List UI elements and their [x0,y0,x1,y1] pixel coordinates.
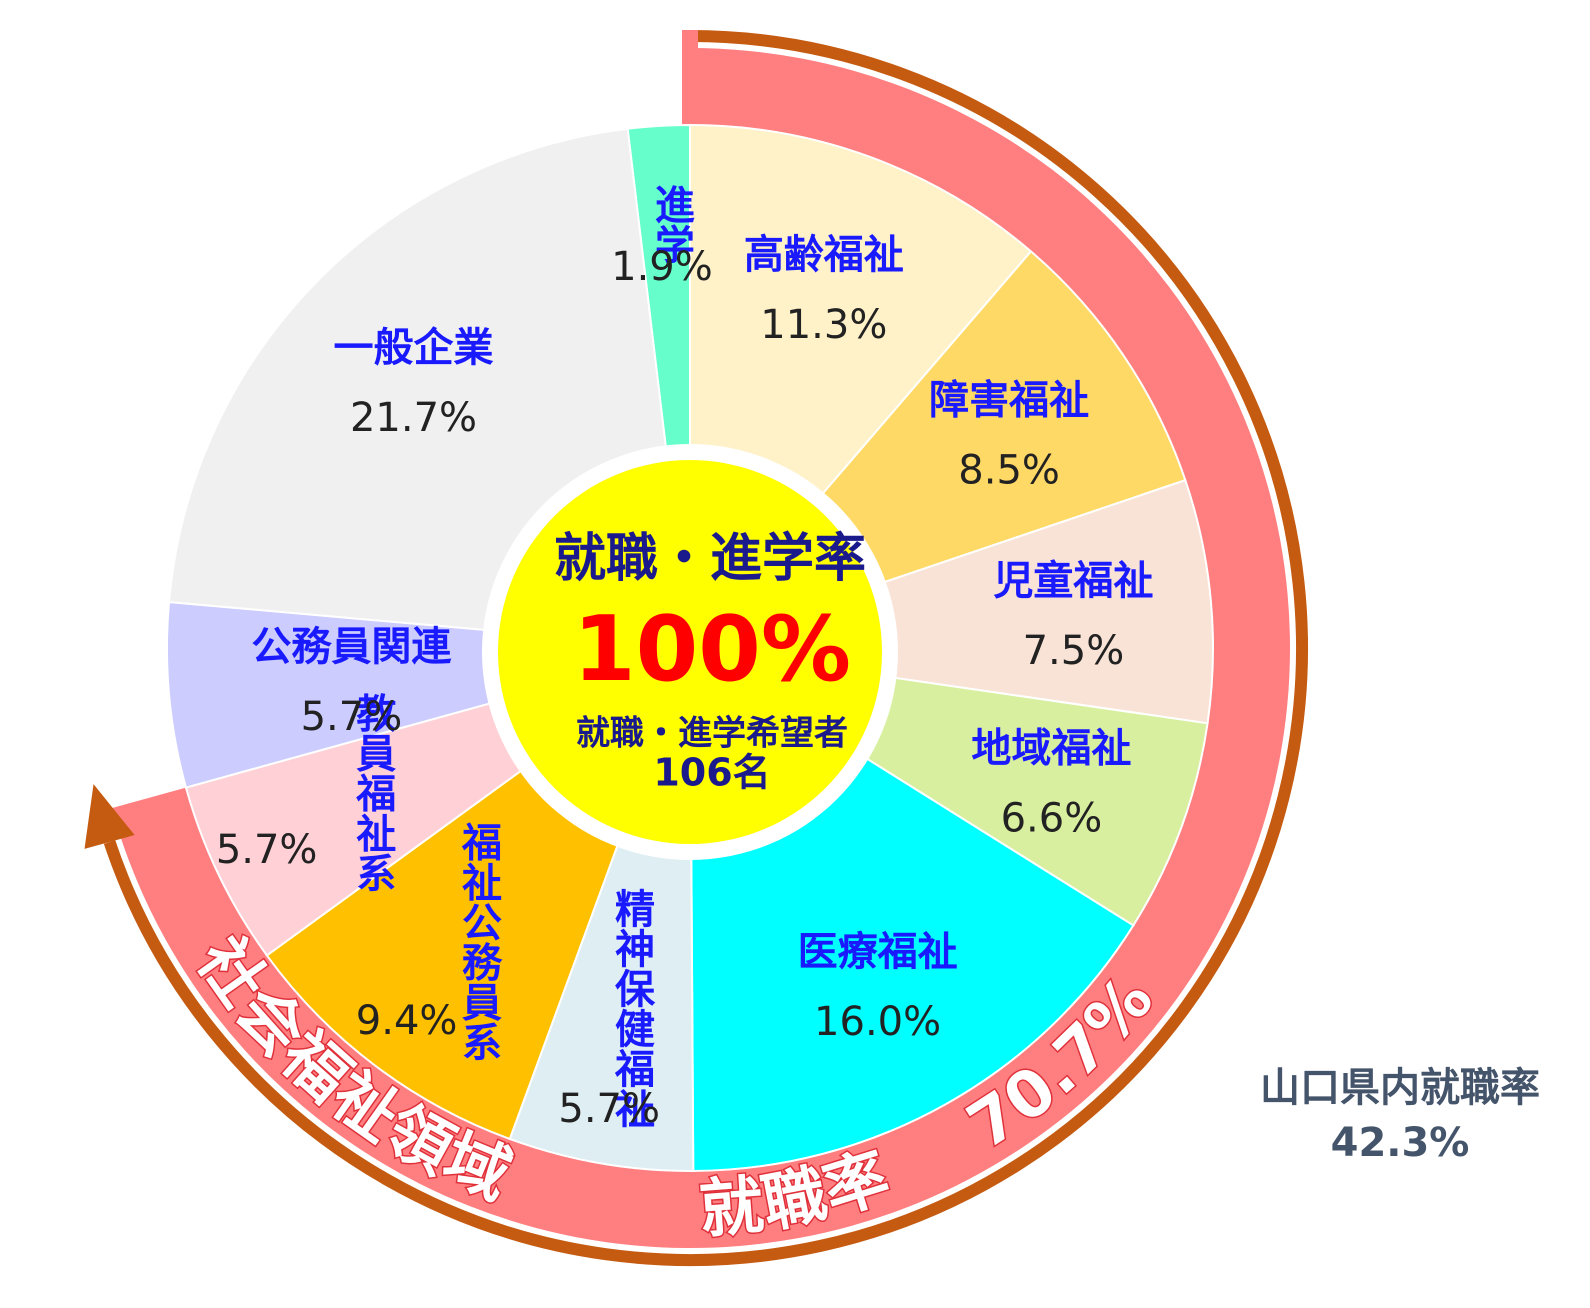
value-label: 16.0% [814,999,941,1045]
center-count: 106名 [653,751,770,795]
value-label: 8.5% [958,448,1060,494]
category-label: 医療福祉 [798,929,958,975]
value-label: 6.6% [1001,796,1103,842]
prefecture-label: 山口県内就職率 [1260,1065,1540,1111]
category-label: 進学 [648,184,695,264]
category-label: 高齢福祉 [744,232,904,278]
category-label: 地域福祉 [971,726,1131,772]
center-note: 就職・進学希望者 [576,714,848,754]
value-label: 5.7% [558,1086,660,1132]
value-label: 9.4% [356,998,458,1044]
arc-arrow [84,784,135,849]
arc-border [103,30,1308,1266]
center-disc [498,460,882,844]
category-label: 精神保健福祉 [608,888,656,1128]
category-label: 公務員関連 [251,624,452,670]
category-label: 福祉公務員系 [455,821,503,1061]
value-label: 5.7% [216,827,318,873]
category-label: 障害福祉 [929,378,1089,424]
value-label: 5.7% [301,694,403,740]
value-label: 7.5% [1023,628,1125,674]
category-label: 児童福祉 [993,558,1153,604]
category-label: 一般企業 [334,325,494,371]
center-value: 100% [573,597,851,702]
value-label: 11.3% [760,302,887,348]
value-label: 1.9% [611,244,713,290]
center-title: 就職・進学率 [554,529,866,589]
value-label: 21.7% [350,395,477,441]
prefecture-value: 42.3% [1331,1120,1470,1166]
category-label: 教員福祉系 [349,692,397,892]
